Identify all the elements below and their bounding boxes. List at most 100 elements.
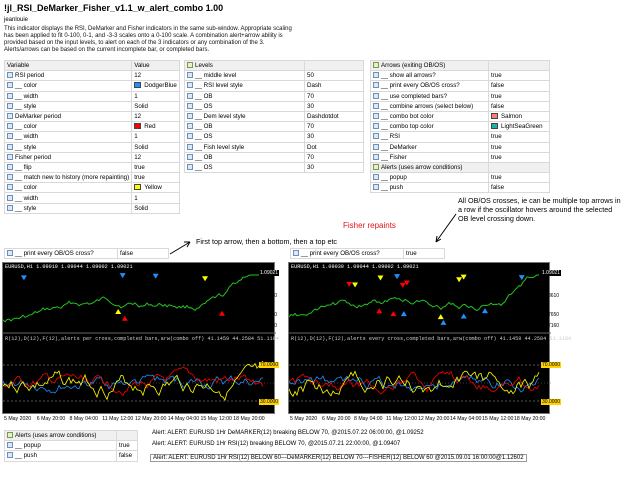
setting-row[interactable]: __ width 1	[3, 192, 180, 204]
setting-row[interactable]: __ color Yellow	[3, 182, 180, 194]
setting-value[interactable]: 30	[307, 133, 314, 141]
setting-row[interactable]: __ style Solid	[3, 141, 180, 153]
setting-row[interactable]: __ use completed bars? true	[370, 90, 550, 102]
setting-value[interactable]: 12	[134, 72, 142, 80]
setting-row[interactable]: __ popup true	[4, 440, 138, 452]
color-swatch	[491, 113, 498, 120]
setting-label: __ OS	[195, 163, 213, 171]
setting-row[interactable]: __ push false	[370, 182, 550, 194]
input-icon	[187, 143, 193, 150]
setting-row[interactable]: __ show all arrows? true	[370, 70, 550, 82]
setting-row[interactable]: __ style Solid	[3, 202, 180, 214]
setting-value[interactable]: 70	[307, 92, 314, 100]
mini-input-right: __ print every OB/OS cross? true	[290, 247, 445, 260]
setting-row[interactable]: __ print every OB/OS cross? false	[370, 80, 550, 92]
price-line	[289, 274, 539, 318]
setting-row[interactable]: __ combo bot color Salmon	[370, 110, 550, 123]
setting-value[interactable]: 70	[307, 123, 314, 131]
setting-value[interactable]: true	[134, 163, 145, 171]
setting-row[interactable]: __ width 1	[3, 131, 180, 143]
setting-row[interactable]: __ middle level 50	[184, 70, 364, 82]
setting-value[interactable]: Solid	[134, 204, 148, 212]
setting-value[interactable]: false	[117, 247, 169, 260]
setting-row[interactable]: __ push false	[4, 450, 138, 462]
setting-value[interactable]: true	[491, 143, 502, 151]
setting-label: Fisher period	[15, 153, 52, 161]
setting-value[interactable]: true	[491, 153, 502, 161]
chart-left[interactable]: EURUSD,H1 1.09019 1.09044 1.09002 1.0902…	[2, 262, 279, 414]
top-arrow-icon	[394, 274, 401, 280]
setting-row[interactable]: __ flip true	[3, 161, 180, 174]
setting-row[interactable]: __ OB 70	[184, 90, 364, 102]
setting-row[interactable]: __ DeMarker true	[370, 141, 550, 153]
setting-row[interactable]: Fisher period 12	[3, 151, 180, 163]
setting-row[interactable]: __ popup true	[370, 172, 550, 184]
setting-value[interactable]: 1	[134, 194, 138, 202]
setting-value[interactable]: Dot	[307, 143, 317, 151]
setting-row[interactable]: __ match new to history (more repainting…	[3, 172, 180, 184]
setting-value[interactable]: 12	[134, 113, 142, 121]
inputs-table-main: Variable Value RSI period 12 __ color Dodge…	[3, 59, 180, 214]
setting-value[interactable]: Solid	[134, 143, 148, 151]
setting-value[interactable]: 50	[307, 72, 314, 80]
setting-row[interactable]: __ combine arrows (select below) false	[370, 100, 550, 112]
setting-value[interactable]: 30	[307, 163, 314, 171]
setting-value[interactable]: true	[491, 174, 502, 182]
setting-row[interactable]: __ RSI level style Dash	[184, 80, 364, 92]
setting-row[interactable]: __ OS 30	[184, 100, 364, 112]
setting-row[interactable]: __ OS 30	[184, 131, 364, 143]
setting-value[interactable]: 1	[134, 92, 138, 100]
setting-row[interactable]: __ Dem level style Dashdotdot	[184, 110, 364, 123]
setting-value[interactable]: 30	[307, 102, 314, 110]
input-icon	[373, 92, 379, 99]
setting-value[interactable]: false	[491, 102, 505, 110]
setting-row[interactable]: __ color DodgerBlue	[3, 80, 180, 92]
annotation-left: First top arrow, then a bottom, then a t…	[196, 237, 338, 246]
x-tick-label: 12 May 20:00	[418, 416, 450, 422]
setting-row[interactable]: __ style Solid	[3, 100, 180, 112]
annotation-right: All OB/OS crosses, ie can be multiple to…	[458, 196, 621, 223]
input-icon	[7, 153, 13, 160]
setting-value[interactable]: true	[119, 442, 130, 450]
setting-value[interactable]: Dash	[307, 82, 322, 90]
setting-row[interactable]: DeMarker period 12	[3, 110, 180, 123]
setting-value[interactable]: 12	[134, 153, 142, 161]
x-tick-label: 5 May 2020	[290, 416, 318, 422]
setting-value[interactable]: true	[491, 72, 502, 80]
setting-row[interactable]: __ RSI true	[370, 131, 550, 143]
setting-value[interactable]: false	[491, 184, 505, 192]
setting-value[interactable]: Yellow	[144, 184, 162, 192]
setting-value[interactable]: 1	[134, 133, 138, 141]
setting-value[interactable]: Solid	[134, 102, 148, 110]
alerts-settings-table: Alerts (uses arrow conditions) __ popup tr…	[4, 429, 138, 462]
setting-value[interactable]: false	[119, 452, 133, 460]
setting-value[interactable]: LightSeaGreen	[501, 123, 543, 131]
setting-row[interactable]: __ OB 70	[184, 151, 364, 163]
input-icon	[7, 92, 13, 99]
setting-label: Levels	[195, 62, 213, 70]
setting-value[interactable]: true	[491, 133, 502, 141]
x-tick-label: 11 May 12:00	[102, 416, 134, 422]
setting-value[interactable]: DodgerBlue	[144, 82, 177, 90]
setting-row[interactable]: RSI period 12	[3, 70, 180, 82]
input-icon	[187, 102, 193, 109]
setting-value[interactable]: false	[491, 82, 505, 90]
setting-row[interactable]: __ combo top color LightSeaGreen	[370, 121, 550, 133]
setting-row[interactable]: __ Fisher true	[370, 151, 550, 163]
setting-row[interactable]: __ OB 70	[184, 121, 364, 133]
setting-row[interactable]: __ color Red	[3, 121, 180, 133]
setting-value[interactable]: Red	[144, 123, 156, 131]
setting-label: __ push	[15, 452, 38, 460]
setting-value[interactable]: true	[134, 174, 145, 182]
chart-right[interactable]: EURUSD,H1 1.09039 1.09044 1.09002 1.0902…	[288, 262, 571, 414]
setting-value[interactable]: Dashdotdot	[307, 113, 339, 121]
setting-value[interactable]: Salmon	[501, 113, 522, 121]
setting-row[interactable]: __ Fish level style Dot	[184, 141, 364, 153]
demarker-line	[3, 366, 264, 397]
setting-row[interactable]: __ width 1	[3, 90, 180, 102]
setting-value[interactable]: 70	[307, 153, 314, 161]
setting-row[interactable]: __ OS 30	[184, 161, 364, 174]
setting-value[interactable]: true	[491, 92, 502, 100]
setting-value[interactable]: true	[403, 247, 445, 260]
setting-label: __ color	[15, 123, 38, 131]
